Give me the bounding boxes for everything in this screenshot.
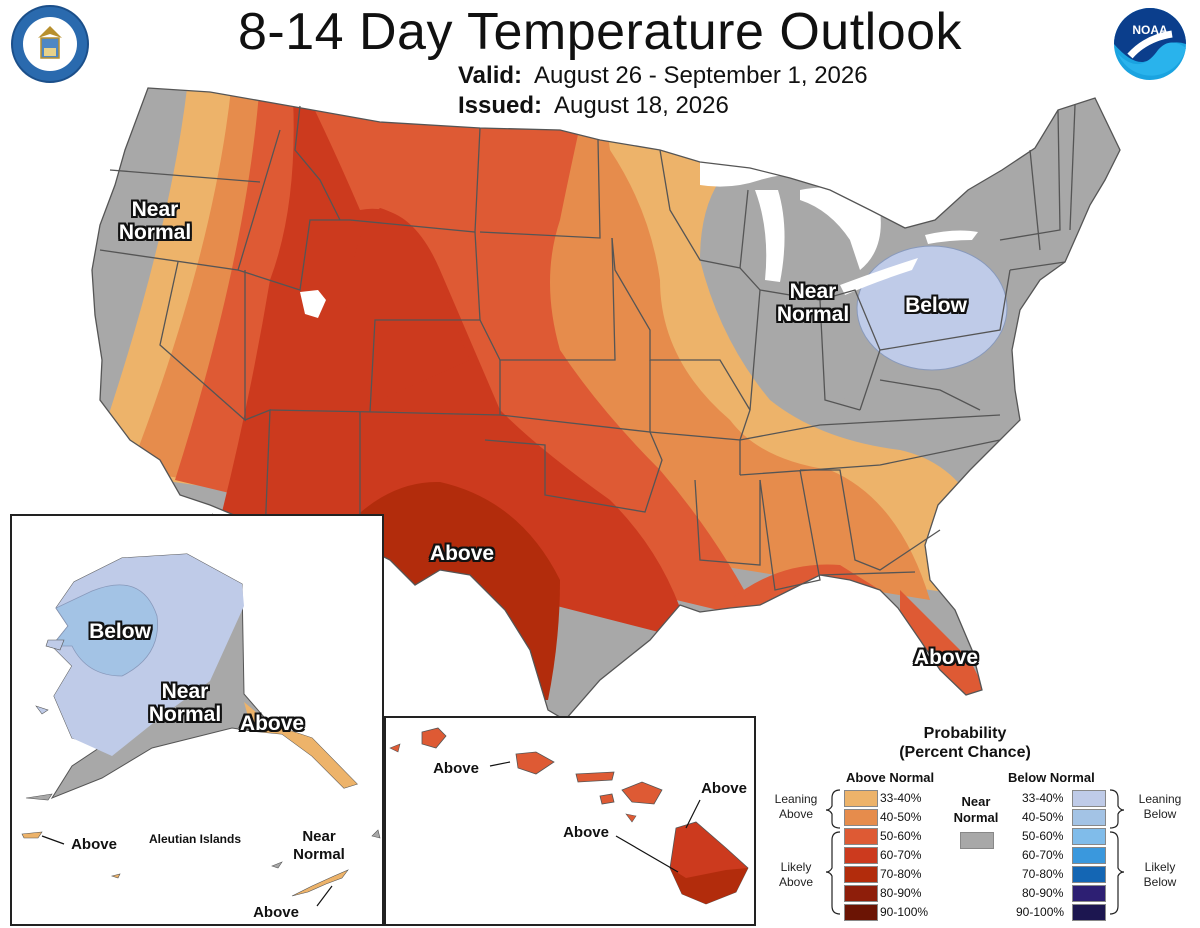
pct-below-90-100: 90-100% [1016, 905, 1065, 919]
label-aleutian-above-east: Above [253, 904, 299, 921]
pct-above-60-70: 60-70% [880, 848, 922, 862]
pct-above-70-80: 70-80% [880, 867, 922, 881]
label-aleutian-title: Aleutian Islands [148, 832, 242, 846]
commerce-seal-icon [11, 5, 89, 83]
swatch-below-60-70 [1072, 847, 1106, 864]
swatch-above-70-80 [844, 866, 878, 883]
noaa-logo-icon: NOAA [1112, 6, 1188, 82]
label-aleutian-above-west: Above [71, 836, 117, 853]
legend-likely-below: Likely Below [1143, 860, 1177, 889]
label-hawaii-above-1: Above [433, 760, 479, 777]
legend-leaning-above: Leaning Above [774, 792, 818, 821]
page-title: 8-14 Day Temperature Outlook [237, 3, 963, 61]
label-alaska-below: Below [89, 620, 151, 643]
issued-value: August 18, 2026 [554, 92, 729, 119]
pct-below-50-60: 50-60% [1022, 829, 1064, 843]
alaska-map [25, 553, 358, 801]
legend-near-header: Near Normal [953, 794, 999, 825]
swatch-below-80-90 [1072, 885, 1106, 902]
legend-title: Probability (Percent Chance) [899, 725, 1031, 761]
hawaii-inset: Above Above Above [384, 716, 756, 926]
legend-leaning-below: Leaning Below [1138, 792, 1182, 821]
swatch-below-70-80 [1072, 866, 1106, 883]
issued-date: Issued: August 18, 2026 [458, 92, 729, 120]
pct-below-33-40: 33-40% [1022, 791, 1064, 805]
pct-above-40-50: 40-50% [880, 810, 922, 824]
label-near-normal-west: Near Normal [118, 198, 192, 244]
swatch-above-50-60 [844, 828, 878, 845]
swatch-above-90-100 [844, 904, 878, 921]
pct-below-40-50: 40-50% [1022, 810, 1064, 824]
swatch-below-50-60 [1072, 828, 1106, 845]
aleutian-inset: Above Aleutian Islands Near Normal Above [10, 826, 384, 926]
label-alaska-above: Above [239, 712, 305, 735]
label-near-normal-midwest: Near Normal [776, 280, 850, 326]
swatch-above-33-40 [844, 790, 878, 807]
label-above-texas: Above [429, 542, 495, 565]
pct-below-80-90: 80-90% [1022, 886, 1064, 900]
swatch-below-40-50 [1072, 809, 1106, 826]
issued-label: Issued: [458, 92, 543, 119]
legend-likely-above: Likely Above [778, 860, 814, 889]
swatch-above-40-50 [844, 809, 878, 826]
swatch-below-90-100 [1072, 904, 1106, 921]
legend-below-header: Below Normal [1008, 770, 1095, 785]
legend-above-header: Above Normal [846, 770, 935, 785]
swatch-below-33-40 [1072, 790, 1106, 807]
pct-above-50-60: 50-60% [880, 829, 922, 843]
swatch-above-80-90 [844, 885, 878, 902]
swatch-above-60-70 [844, 847, 878, 864]
label-above-florida: Above [913, 646, 979, 669]
alaska-inset: Below Near Normal Above [10, 514, 384, 830]
pct-above-33-40: 33-40% [880, 791, 922, 805]
label-below-northeast: Below [905, 294, 967, 317]
label-hawaii-above-2: Above [701, 780, 747, 797]
pct-below-60-70: 60-70% [1022, 848, 1064, 862]
hawaii-map [389, 727, 749, 905]
valid-label: Valid: [458, 62, 523, 89]
valid-dates: Valid: August 26 - September 1, 2026 [458, 62, 868, 90]
pct-below-70-80: 70-80% [1022, 867, 1064, 881]
svg-text:NOAA: NOAA [1132, 23, 1168, 37]
label-aleutian-near-normal: Near Normal [293, 828, 345, 863]
aleutian-map [21, 829, 381, 907]
swatch-near-normal [960, 832, 994, 849]
valid-value: August 26 - September 1, 2026 [534, 62, 868, 89]
label-alaska-near-normal: Near Normal [148, 680, 222, 726]
pct-above-80-90: 80-90% [880, 886, 922, 900]
pct-above-90-100: 90-100% [880, 905, 929, 919]
label-hawaii-above-3: Above [563, 824, 609, 841]
